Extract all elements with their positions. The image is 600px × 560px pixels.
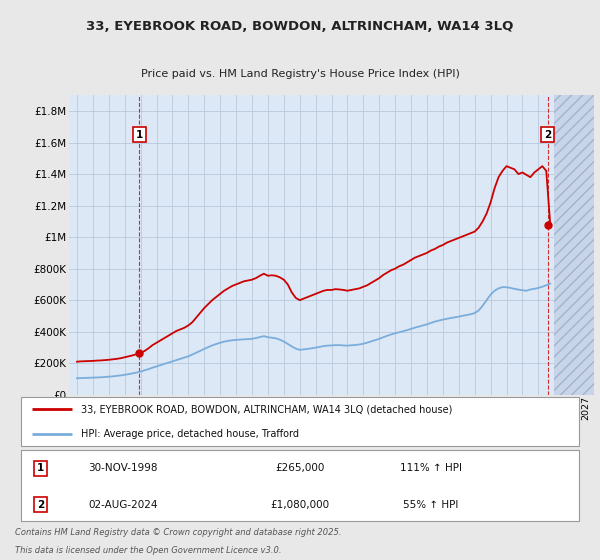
Text: 30-NOV-1998: 30-NOV-1998 [89,464,158,473]
Text: 33, EYEBROOK ROAD, BOWDON, ALTRINCHAM, WA14 3LQ: 33, EYEBROOK ROAD, BOWDON, ALTRINCHAM, W… [86,20,514,33]
FancyBboxPatch shape [20,397,580,446]
Text: £1,080,000: £1,080,000 [271,500,329,510]
Text: 33, EYEBROOK ROAD, BOWDON, ALTRINCHAM, WA14 3LQ (detached house): 33, EYEBROOK ROAD, BOWDON, ALTRINCHAM, W… [80,404,452,414]
Bar [554,95,594,395]
Text: 55% ↑ HPI: 55% ↑ HPI [403,500,459,510]
Text: 111% ↑ HPI: 111% ↑ HPI [400,464,462,473]
Text: 02-AUG-2024: 02-AUG-2024 [89,500,158,510]
Text: £265,000: £265,000 [275,464,325,473]
Text: 2: 2 [37,500,44,510]
Bar [554,95,594,395]
Text: HPI: Average price, detached house, Trafford: HPI: Average price, detached house, Traf… [80,428,299,438]
Text: Contains HM Land Registry data © Crown copyright and database right 2025.: Contains HM Land Registry data © Crown c… [15,528,341,537]
Text: This data is licensed under the Open Government Licence v3.0.: This data is licensed under the Open Gov… [15,547,281,556]
FancyBboxPatch shape [20,450,580,521]
Text: Price paid vs. HM Land Registry's House Price Index (HPI): Price paid vs. HM Land Registry's House … [140,69,460,80]
Text: 2: 2 [544,129,551,139]
Text: 1: 1 [37,464,44,473]
Text: 1: 1 [136,129,143,139]
